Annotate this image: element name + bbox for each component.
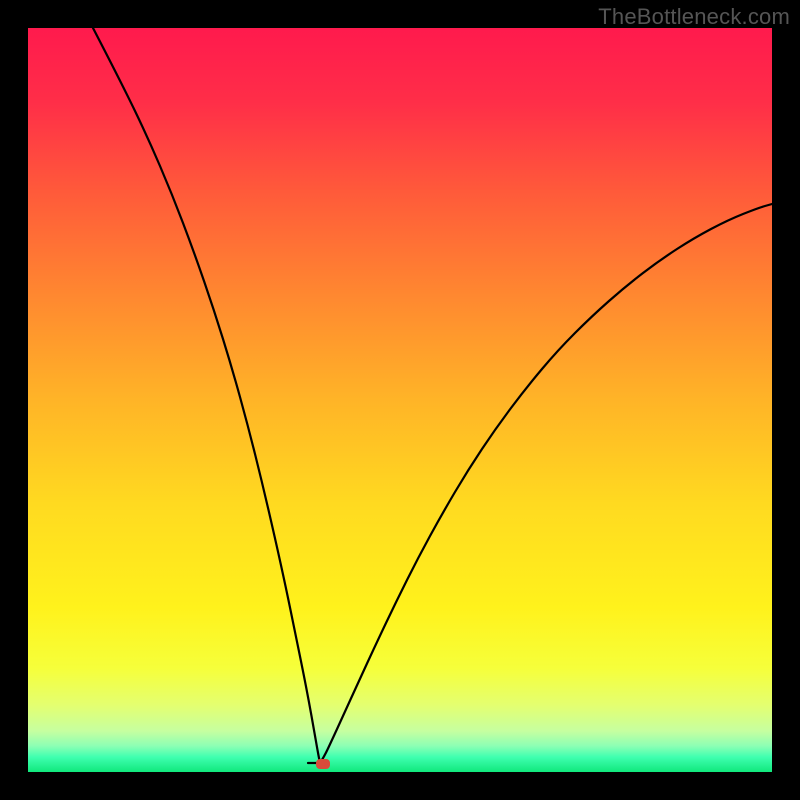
plot-background: [28, 28, 772, 772]
watermark-text: TheBottleneck.com: [598, 4, 790, 30]
chart-container: TheBottleneck.com: [0, 0, 800, 800]
plot-area: [28, 28, 772, 772]
plot-svg: [28, 28, 772, 772]
minimum-marker: [316, 759, 330, 769]
